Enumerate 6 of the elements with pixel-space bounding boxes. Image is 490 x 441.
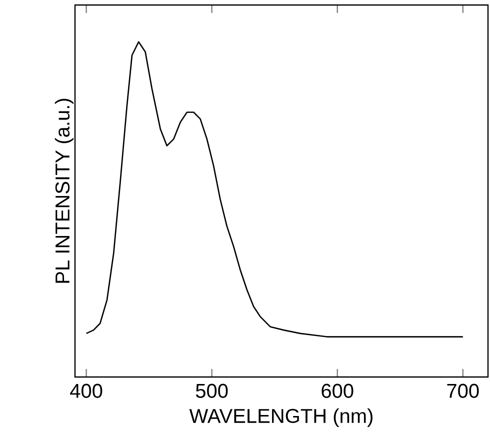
y-axis-title: PL INTENSITY (a.u.): [54, 98, 74, 283]
x-tick-label: 500: [196, 384, 228, 398]
x-tick-label: 700: [447, 384, 479, 398]
x-axis-title: WAVELENGTH (nm): [189, 408, 372, 427]
x-tick-label: 400: [70, 384, 102, 398]
x-tick-label: 600: [322, 384, 354, 398]
